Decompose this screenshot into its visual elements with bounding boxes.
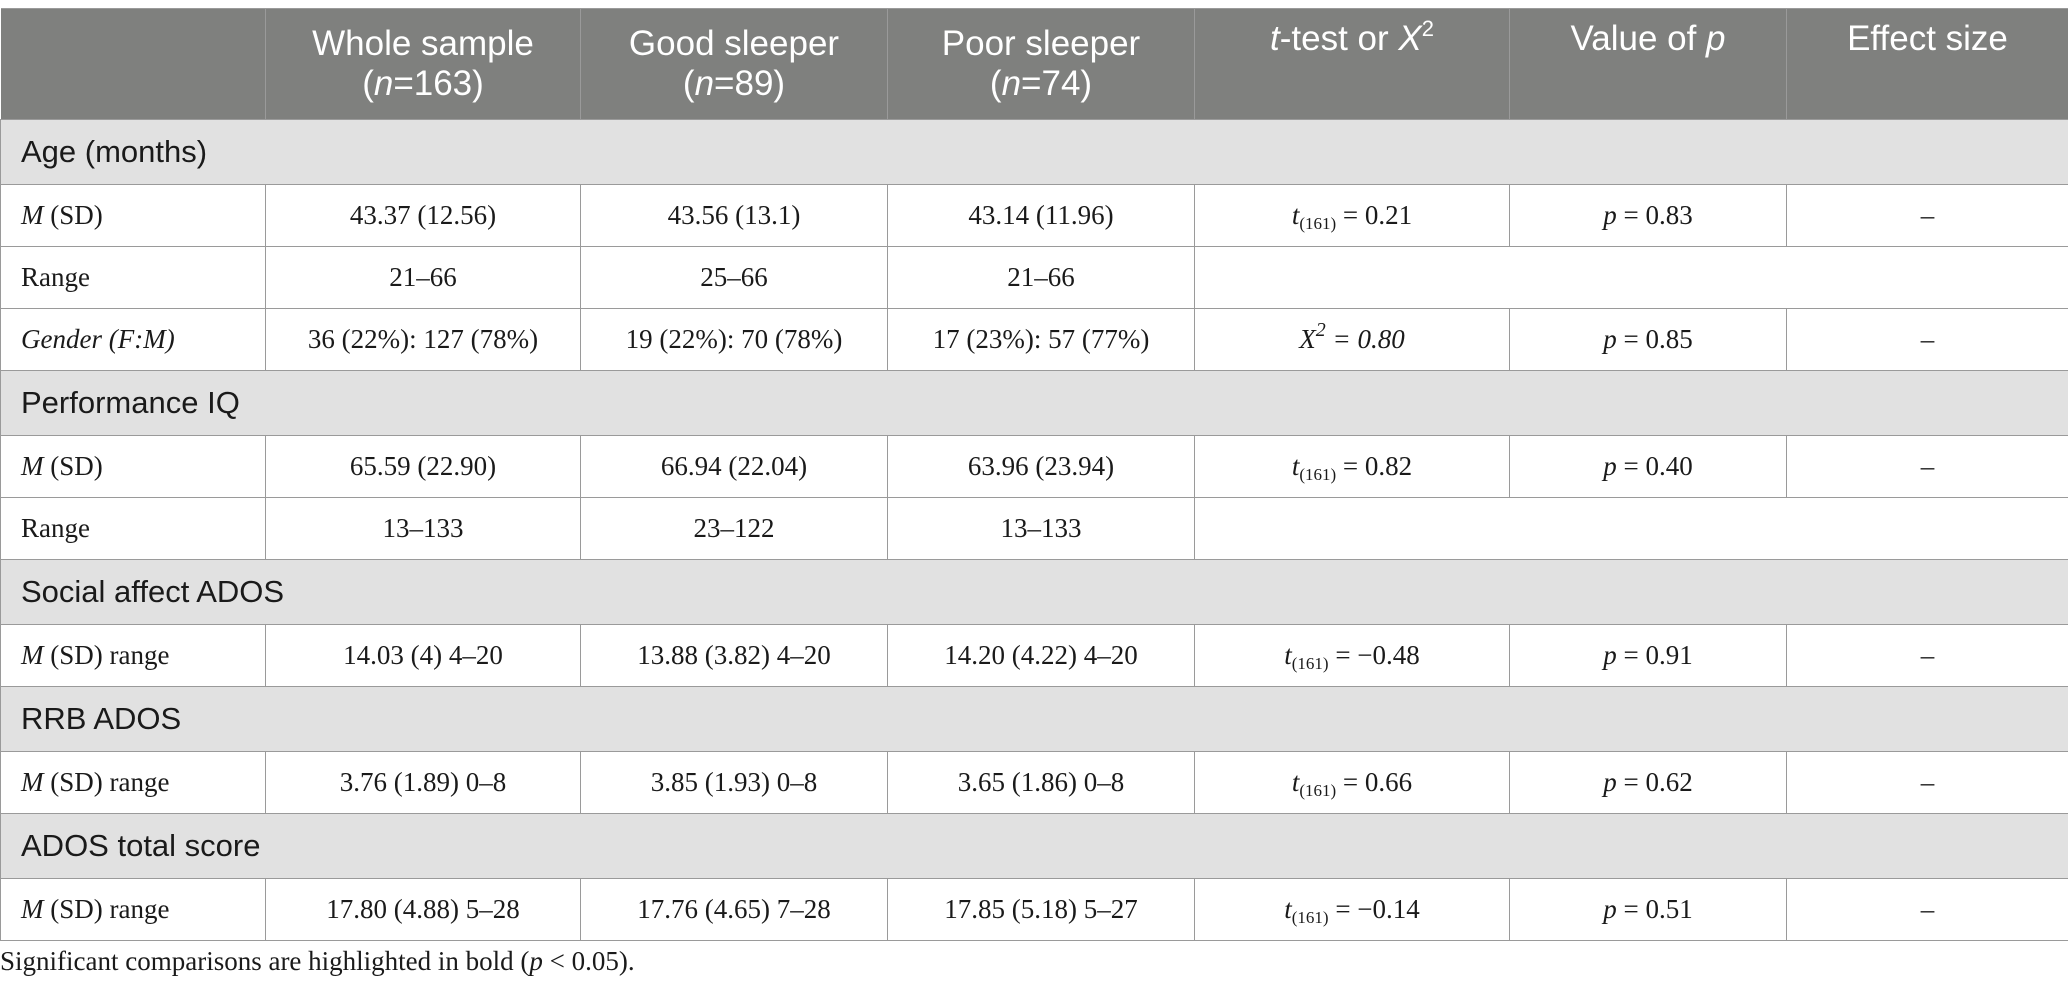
- cell-good: 43.56 (13.1): [580, 184, 888, 247]
- header-effect-size: Effect size: [1786, 8, 2068, 120]
- header-whole-sample-n: (n=163): [362, 64, 484, 103]
- row-label: M (SD) range: [0, 751, 266, 814]
- row-label: Range: [0, 497, 266, 560]
- cell-p: p = 0.51: [1509, 878, 1787, 941]
- header-blank-cell: [0, 8, 266, 120]
- cell-good: 3.85 (1.93) 0–8: [580, 751, 888, 814]
- cell-effect: –: [1786, 308, 2068, 371]
- table-row-piq-msd: M (SD) 65.59 (22.90) 66.94 (22.04) 63.96…: [0, 435, 2068, 498]
- header-good-sleeper-n: (n=89): [682, 64, 786, 103]
- cell-good: 66.94 (22.04): [580, 435, 888, 498]
- cell-p: p = 0.62: [1509, 751, 1787, 814]
- section-label-social-affect: Social affect ADOS: [0, 559, 2068, 625]
- cell-whole: 14.03 (4) 4–20: [265, 624, 581, 687]
- header-row: Whole sample (n=163) Good sleeper (n=89)…: [0, 8, 2068, 120]
- cell-good: 19 (22%): 70 (78%): [580, 308, 888, 371]
- cell-whole: 65.59 (22.90): [265, 435, 581, 498]
- cell-p: p = 0.91: [1509, 624, 1787, 687]
- cell-poor: 17.85 (5.18) 5–27: [887, 878, 1195, 941]
- section-row-age: Age (months): [0, 119, 2068, 185]
- table-footnote: Significant comparisons are highlighted …: [0, 946, 635, 976]
- row-label: M (SD): [0, 435, 266, 498]
- table-row-gender: Gender (F:M) 36 (22%): 127 (78%) 19 (22%…: [0, 308, 2068, 371]
- cell-poor: 3.65 (1.86) 0–8: [887, 751, 1195, 814]
- cell-p: p = 0.85: [1509, 308, 1787, 371]
- cell-whole: 43.37 (12.56): [265, 184, 581, 247]
- table-row-sa-msd: M (SD) range 14.03 (4) 4–20 13.88 (3.82)…: [0, 624, 2068, 687]
- table-row-age-msd: M (SD) 43.37 (12.56) 43.56 (13.1) 43.14 …: [0, 184, 2068, 247]
- cell-poor: 13–133: [887, 497, 1195, 560]
- header-poor-sleeper: Poor sleeper (n=74): [887, 8, 1195, 120]
- header-whole-sample-label: Whole sample: [312, 24, 534, 63]
- cell-whole: 36 (22%): 127 (78%): [265, 308, 581, 371]
- cell-test: X2 = 0.80: [1194, 308, 1510, 371]
- header-good-sleeper-label: Good sleeper: [628, 24, 840, 63]
- section-row-ados-total: ADOS total score: [0, 813, 2068, 879]
- cell-test: t(161) = 0.21: [1194, 184, 1510, 247]
- header-test: t-test or X2: [1194, 8, 1510, 120]
- header-p-value: Value of p: [1509, 8, 1787, 120]
- cell-good: 25–66: [580, 246, 888, 309]
- section-row-rrb: RRB ADOS: [0, 686, 2068, 752]
- cell-whole: 17.80 (4.88) 5–28: [265, 878, 581, 941]
- cell-effect: –: [1786, 878, 2068, 941]
- cell-test: t(161) = 0.82: [1194, 435, 1510, 498]
- cell-whole: 3.76 (1.89) 0–8: [265, 751, 581, 814]
- table-row-rrb-msd: M (SD) range 3.76 (1.89) 0–8 3.85 (1.93)…: [0, 751, 2068, 814]
- cell-effect: –: [1786, 751, 2068, 814]
- cell-whole: 21–66: [265, 246, 581, 309]
- row-label: M (SD) range: [0, 878, 266, 941]
- cell-whole: 13–133: [265, 497, 581, 560]
- table-row-total-msd: M (SD) range 17.80 (4.88) 5–28 17.76 (4.…: [0, 878, 2068, 941]
- header-poor-sleeper-n: (n=74): [989, 64, 1093, 103]
- cell-p: p = 0.40: [1509, 435, 1787, 498]
- section-label-rrb: RRB ADOS: [0, 686, 2068, 752]
- row-label: M (SD): [0, 184, 266, 247]
- cell-poor: 43.14 (11.96): [887, 184, 1195, 247]
- section-row-piq: Performance IQ: [0, 370, 2068, 436]
- cell-p: p = 0.83: [1509, 184, 1787, 247]
- table-row-piq-range: Range 13–133 23–122 13–133: [0, 497, 2068, 560]
- section-label-piq: Performance IQ: [0, 370, 2068, 436]
- row-label: Range: [0, 246, 266, 309]
- cell-good: 17.76 (4.65) 7–28: [580, 878, 888, 941]
- section-row-social-affect: Social affect ADOS: [0, 559, 2068, 625]
- cell-test: t(161) = −0.14: [1194, 878, 1510, 941]
- cell-good: 13.88 (3.82) 4–20: [580, 624, 888, 687]
- cell-test: t(161) = −0.48: [1194, 624, 1510, 687]
- cell-poor: 17 (23%): 57 (77%): [887, 308, 1195, 371]
- table-row-age-range: Range 21–66 25–66 21–66: [0, 246, 2068, 309]
- cell-effect: –: [1786, 435, 2068, 498]
- row-label: M (SD) range: [0, 624, 266, 687]
- cell-effect: –: [1786, 624, 2068, 687]
- cell-poor: 21–66: [887, 246, 1195, 309]
- characteristics-table: Whole sample (n=163) Good sleeper (n=89)…: [0, 8, 2068, 941]
- header-good-sleeper: Good sleeper (n=89): [580, 8, 888, 120]
- cell-good: 23–122: [580, 497, 888, 560]
- cell-empty: [1194, 246, 2068, 309]
- header-poor-sleeper-label: Poor sleeper: [941, 24, 1141, 63]
- cell-effect: –: [1786, 184, 2068, 247]
- cell-test: t(161) = 0.66: [1194, 751, 1510, 814]
- section-label-ados-total: ADOS total score: [0, 813, 2068, 879]
- cell-poor: 63.96 (23.94): [887, 435, 1195, 498]
- cell-poor: 14.20 (4.22) 4–20: [887, 624, 1195, 687]
- header-whole-sample: Whole sample (n=163): [265, 8, 581, 120]
- row-label: Gender (F:M): [0, 308, 266, 371]
- cell-empty: [1194, 497, 2068, 560]
- section-label-age: Age (months): [0, 119, 2068, 185]
